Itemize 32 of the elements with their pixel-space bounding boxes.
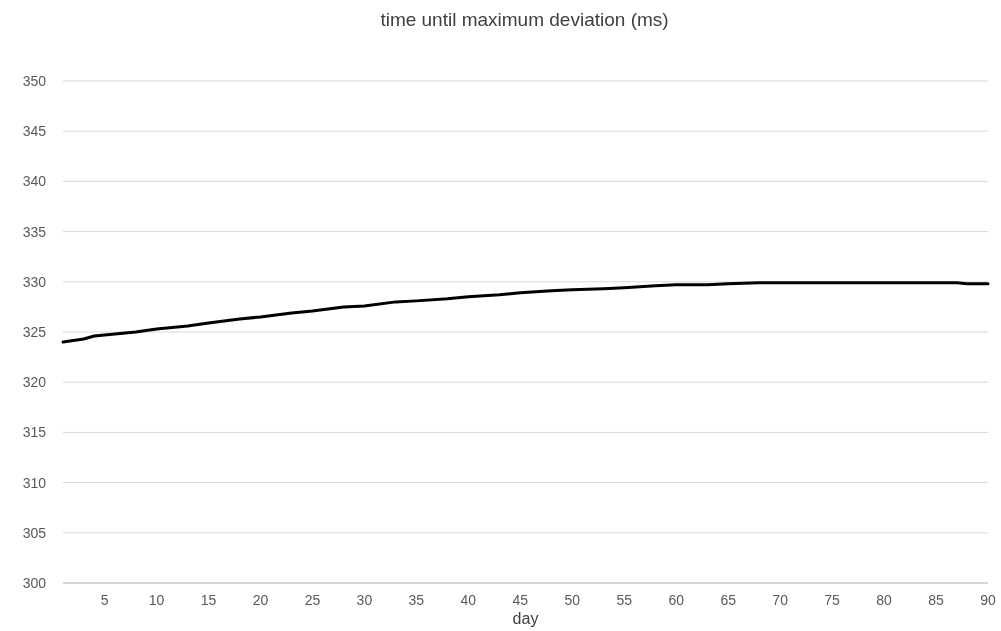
x-tick-label: 55	[616, 592, 633, 608]
x-tick-label: 85	[928, 592, 945, 608]
x-tick-label: 90	[980, 592, 996, 608]
x-tick-label: 45	[512, 592, 529, 608]
y-tick-label: 305	[22, 524, 47, 541]
chart-title: time until maximum deviation (ms)	[380, 9, 669, 30]
x-tick-label: 20	[252, 592, 269, 608]
y-tick-label: 310	[22, 474, 47, 491]
y-tick-label: 320	[22, 374, 47, 391]
x-tick-label: 65	[720, 592, 737, 608]
x-tick-label: 30	[356, 592, 373, 608]
y-tick-label: 315	[22, 424, 47, 441]
y-tick-label: 350	[22, 72, 47, 89]
y-tick-label: 340	[22, 173, 47, 190]
y-tick-label: 300	[22, 574, 47, 591]
line-series	[61, 281, 990, 344]
x-tick-label: 75	[824, 592, 841, 608]
x-tick-label: 25	[304, 592, 321, 608]
y-tick-label: 345	[22, 123, 47, 140]
x-tick-label: 5	[100, 592, 109, 608]
y-tick-label: 330	[22, 273, 47, 290]
x-axis-title: day	[512, 610, 539, 627]
x-tick-label: 70	[772, 592, 789, 608]
x-tick-label: 15	[200, 592, 217, 608]
x-tick-label: 40	[460, 592, 477, 608]
x-tick-label: 35	[408, 592, 425, 608]
y-tick-label: 335	[22, 223, 47, 240]
y-tick-label: 325	[22, 323, 47, 340]
x-tick-label: 80	[876, 592, 893, 608]
x-tick-label: 10	[148, 592, 165, 608]
x-tick-label: 50	[564, 592, 581, 608]
x-tick-label: 60	[668, 592, 685, 608]
